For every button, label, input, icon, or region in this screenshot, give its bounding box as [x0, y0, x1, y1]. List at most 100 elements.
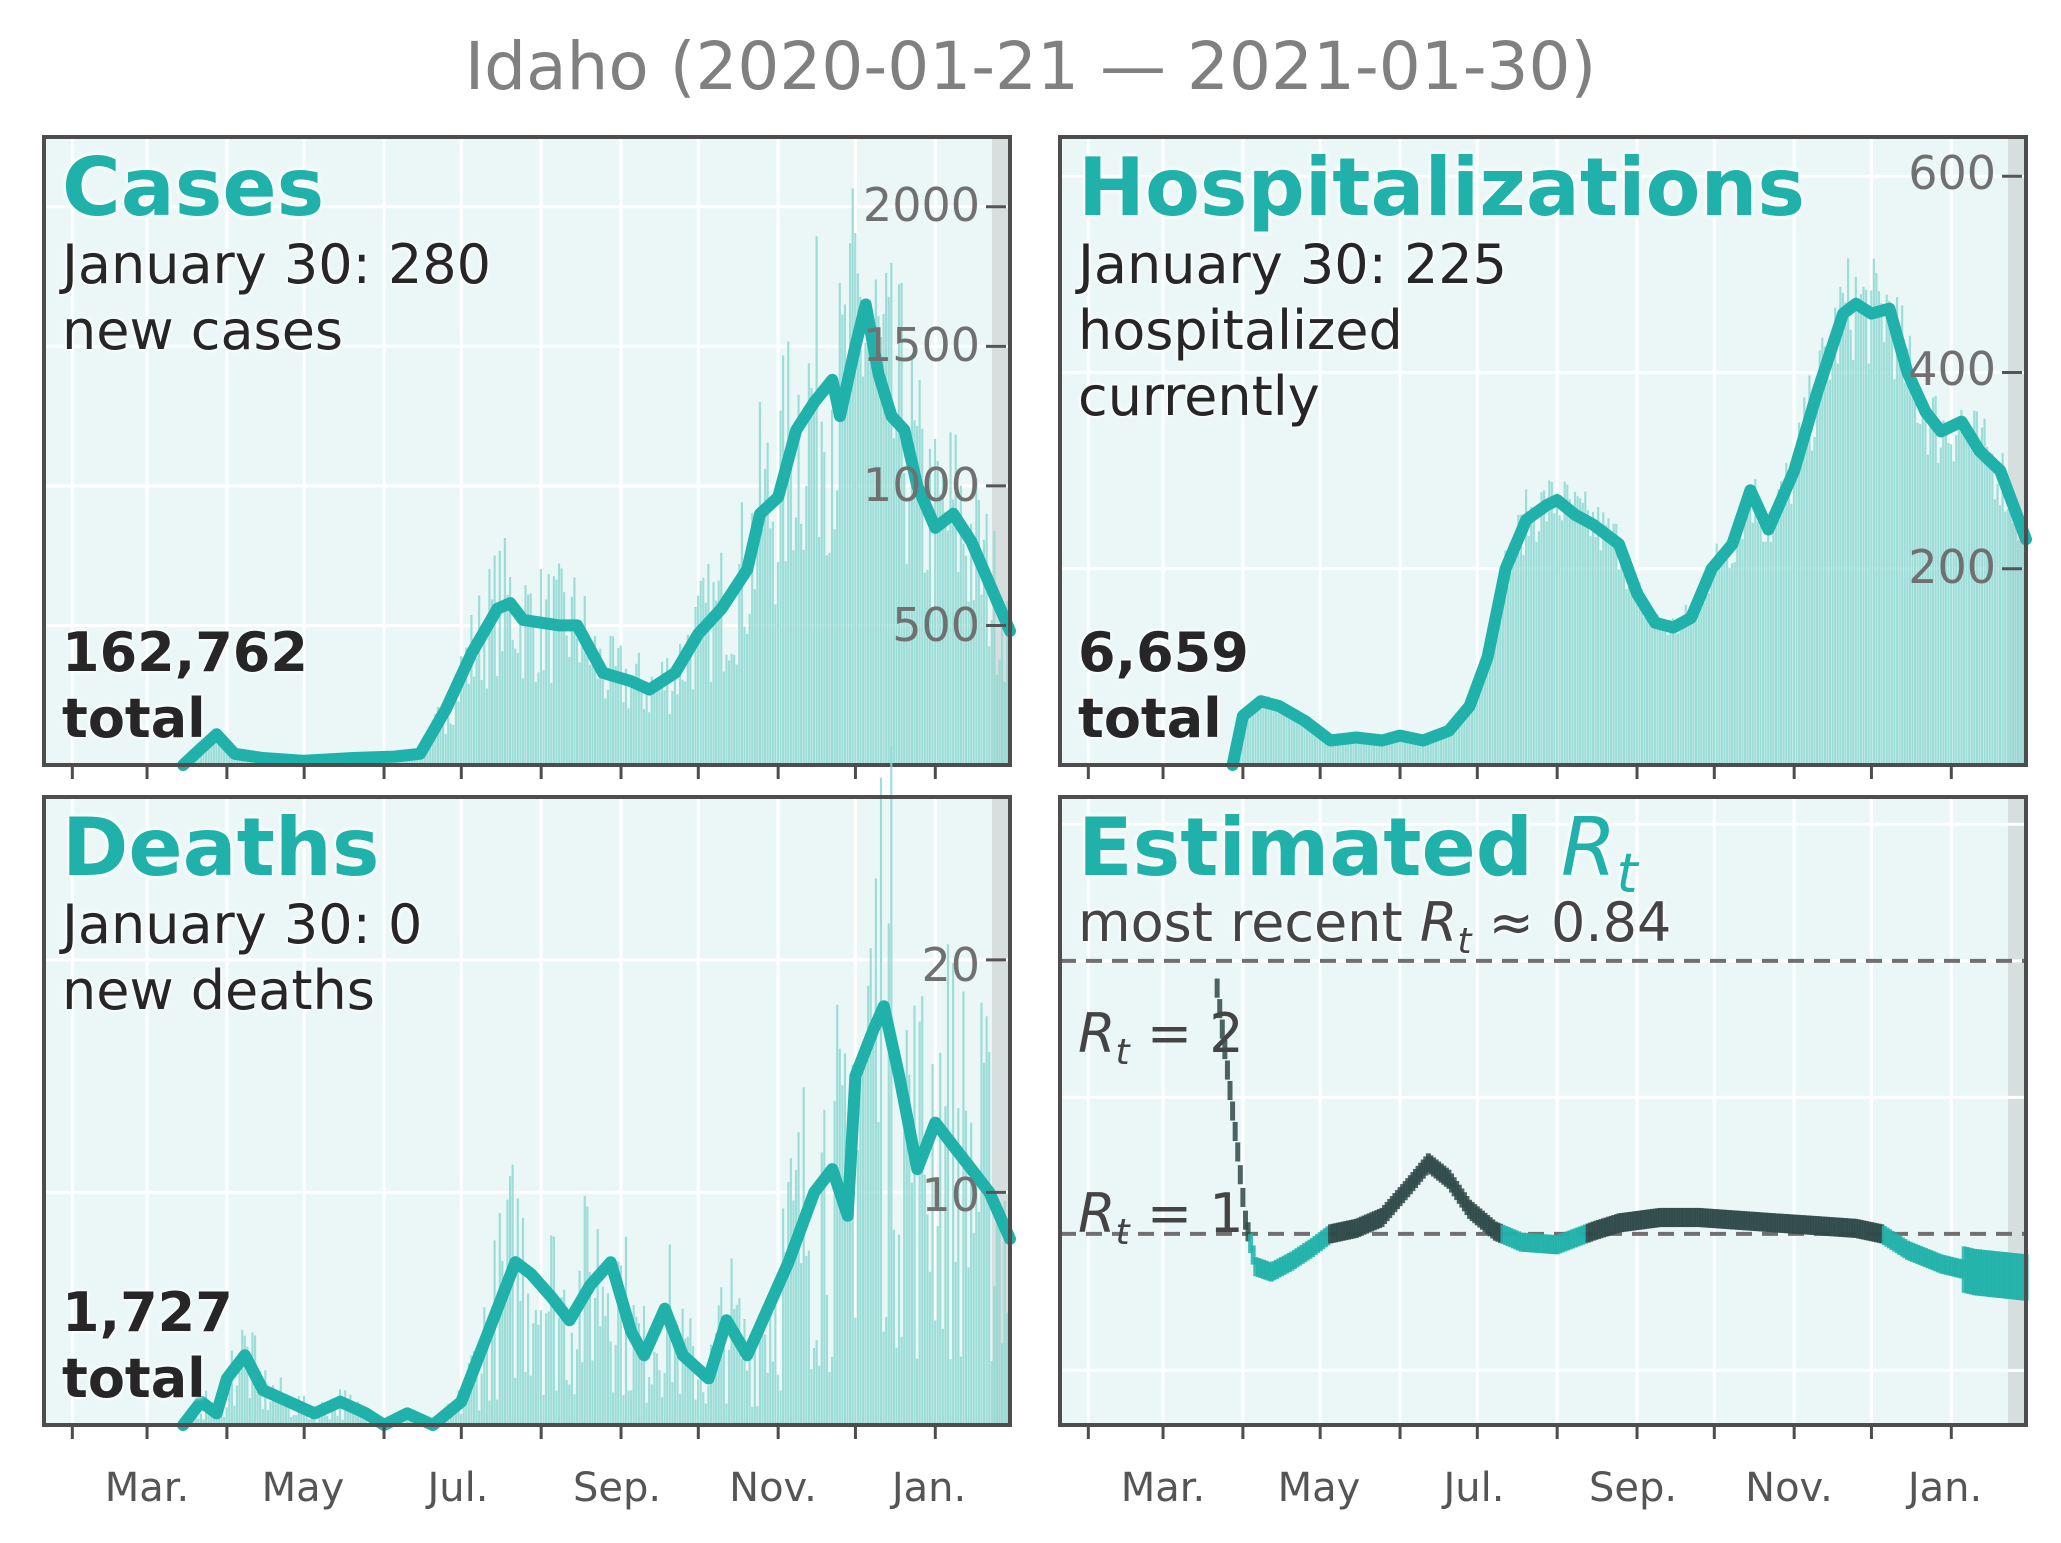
- deaths-bar: [586, 1206, 589, 1425]
- hosp-bar: [1973, 410, 1976, 765]
- hosp-bar: [1452, 721, 1456, 765]
- deaths-bar: [903, 1130, 906, 1425]
- hosp-bar: [1738, 528, 1741, 765]
- cases-bar: [807, 363, 810, 765]
- deaths-bar: [588, 1272, 592, 1425]
- cases-bar: [887, 296, 890, 765]
- hosp-bar: [1550, 481, 1553, 765]
- hosp-bar: [1429, 737, 1432, 765]
- deaths-bar: [939, 1052, 942, 1425]
- hosp-bar: [1421, 740, 1425, 765]
- cases-bar: [733, 654, 736, 765]
- deaths-bar: [480, 1373, 483, 1425]
- deaths-bar: [697, 1379, 700, 1425]
- cases-bar: [751, 513, 754, 765]
- cases-bar: [895, 425, 898, 765]
- cases-bar: [946, 530, 950, 765]
- deaths-bar: [743, 1319, 746, 1425]
- deaths-bar: [666, 1313, 669, 1425]
- hosp-bar: [1674, 633, 1677, 765]
- deaths-bar: [295, 1415, 298, 1425]
- deaths-bar: [838, 1048, 841, 1425]
- deaths-title: Deaths: [62, 801, 380, 894]
- hosp-bar: [1846, 258, 1850, 765]
- hosp-bar: [1993, 499, 1996, 765]
- hosp-bar: [1295, 715, 1298, 765]
- deaths-bar: [681, 1308, 684, 1425]
- deaths-bar: [591, 1360, 594, 1425]
- cases-bar: [524, 585, 527, 765]
- hosp-bar: [1991, 453, 1994, 765]
- cases-bar: [915, 426, 919, 765]
- deaths-ytick-10: 10: [921, 1168, 980, 1222]
- hosp-bar: [2001, 453, 2004, 765]
- hosp-bar: [1785, 462, 1788, 765]
- deaths-bar: [269, 1401, 272, 1425]
- cases-bar: [872, 320, 875, 765]
- deaths-bar: [704, 1403, 707, 1425]
- hosp-bar: [1713, 559, 1716, 765]
- hosp-bar: [1962, 425, 1966, 765]
- hosp-bar: [1478, 687, 1481, 765]
- hosp-bar: [1532, 518, 1535, 765]
- deaths-bar: [846, 1136, 849, 1425]
- deaths-bar: [949, 1359, 952, 1425]
- deaths-total-label: total: [62, 1347, 206, 1410]
- deaths-bar: [478, 1410, 481, 1425]
- deaths-bar: [843, 1053, 847, 1425]
- cases-bar: [498, 550, 501, 765]
- hosp-bar: [1821, 337, 1824, 765]
- deaths-bar: [707, 1385, 710, 1425]
- deaths-bar: [861, 1041, 865, 1425]
- deaths-bar: [606, 1293, 610, 1425]
- cases-bar: [730, 653, 733, 765]
- hosp-bar: [1666, 635, 1669, 765]
- hosp-bar: [1862, 286, 1865, 765]
- hosp-total-value: 6,659: [1078, 621, 1249, 684]
- deaths-bar: [957, 1108, 960, 1425]
- deaths-bar: [405, 1419, 409, 1425]
- hosp-bar: [1761, 541, 1765, 765]
- cases-bar: [756, 534, 759, 765]
- cases-bar: [648, 712, 651, 765]
- hosp-bar: [1334, 737, 1337, 765]
- hosp-bar: [1772, 511, 1775, 765]
- hosp-bar: [1723, 561, 1726, 765]
- deaths-bar: [761, 1321, 764, 1425]
- hosp-bar: [1287, 718, 1291, 765]
- hosp-bar: [1259, 707, 1262, 765]
- deaths-bar: [823, 1109, 826, 1425]
- hosp-bars: [1233, 258, 2027, 765]
- hosp-bar: [1664, 625, 1667, 765]
- deaths-bar: [290, 1416, 293, 1425]
- cases-bar: [776, 562, 780, 765]
- deaths-bar: [733, 1309, 736, 1425]
- cases-bar: [745, 634, 749, 765]
- xtick-mar-left: Mar.: [104, 1465, 190, 1511]
- hosp-bar: [1398, 735, 1401, 765]
- rt-frame: [1058, 795, 2028, 1427]
- deaths-bar: [730, 1258, 733, 1425]
- cases-bar: [921, 428, 924, 765]
- cases-bar: [614, 666, 617, 765]
- hosp-bar: [1924, 417, 1927, 765]
- hosp-bar: [1849, 329, 1852, 765]
- hosp-bar: [1931, 397, 1935, 765]
- deaths-bar: [570, 1332, 573, 1425]
- hosp-bar: [1687, 616, 1690, 765]
- xtick-nov-left: Nov.: [729, 1465, 817, 1511]
- deaths-bar: [527, 1293, 530, 1425]
- cases-bar: [588, 664, 592, 765]
- cases-bar: [223, 738, 226, 765]
- cases-bar: [444, 733, 447, 765]
- hosp-bar: [1622, 573, 1626, 765]
- cases-bar: [689, 654, 692, 765]
- cases-bar: [609, 635, 612, 765]
- cases-bar: [519, 607, 522, 765]
- hosp-bar: [1561, 520, 1564, 765]
- hosp-bar: [1725, 555, 1729, 765]
- hosp-bar: [1870, 290, 1873, 765]
- hosp-bar: [1643, 617, 1646, 765]
- deaths-bar: [648, 1376, 651, 1425]
- deaths-bar: [408, 1418, 411, 1425]
